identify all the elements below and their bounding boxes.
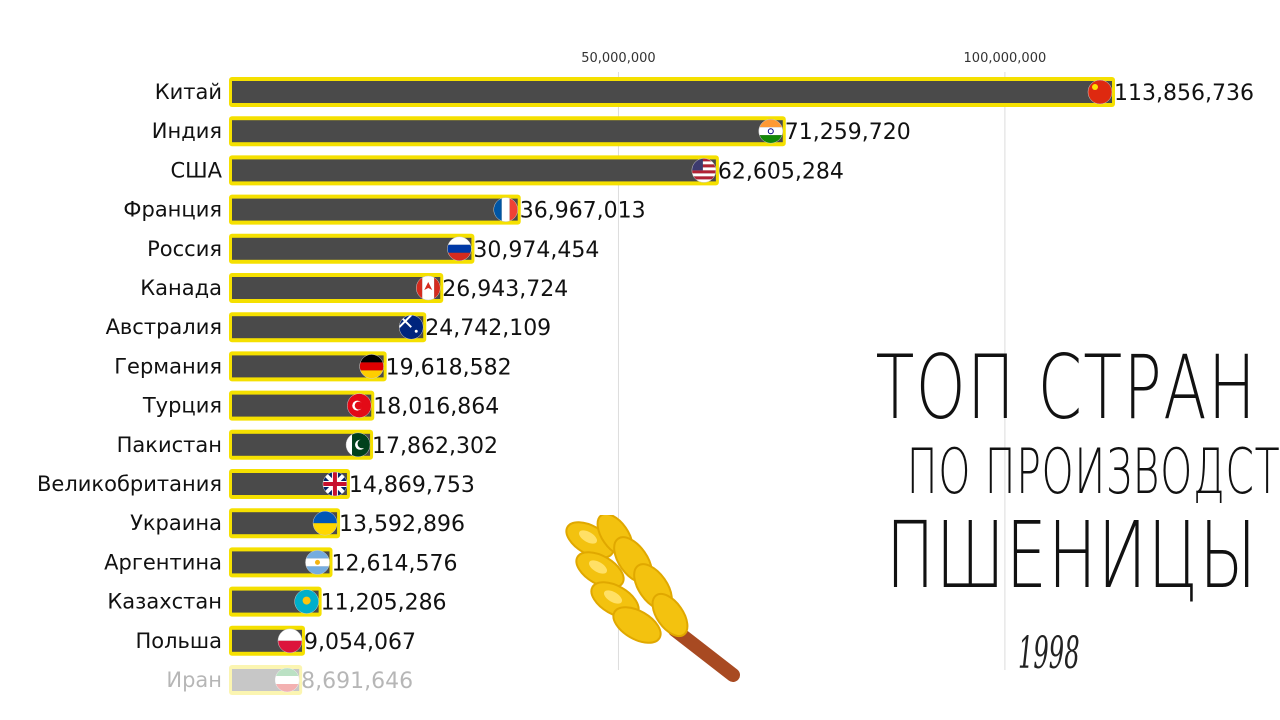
bar: [232, 433, 371, 456]
bar: [232, 120, 783, 143]
value-label: 9,054,067: [304, 630, 416, 655]
bar-row: Пакистан 17,862,302: [117, 429, 498, 460]
ukraine-flag-icon: [313, 511, 338, 536]
title-line-1: ТОП СТРАН: [875, 336, 1258, 439]
argentina-flag-icon: [305, 550, 330, 575]
bar: [232, 237, 472, 260]
bar-row: Турция 18,016,864: [142, 390, 499, 421]
bar-row: Франция 36,967,013: [123, 194, 646, 225]
category-label: Казахстан: [107, 590, 222, 614]
bar: [232, 512, 338, 535]
canada-flag-icon: [416, 276, 441, 300]
value-label: 62,605,284: [718, 159, 844, 184]
china-flag-icon: [1088, 80, 1112, 104]
bar-row: Индия 71,259,720: [152, 116, 911, 147]
value-label: 11,205,286: [321, 591, 447, 616]
kazakhstan-flag-icon: [294, 589, 319, 614]
category-label: Индия: [152, 119, 222, 143]
value-label: 12,614,576: [331, 551, 457, 576]
turkey-flag-icon: [347, 393, 372, 418]
australia-flag-icon: [399, 315, 424, 340]
bar-row: Австралия 24,742,109: [106, 312, 551, 343]
x-tick-label: 50,000,000: [581, 51, 655, 66]
iran-flag-icon: [275, 668, 300, 692]
title-line-3: ПШЕНИЦЫ: [886, 502, 1258, 609]
value-label: 17,862,302: [372, 434, 498, 459]
category-label: Канада: [140, 276, 222, 300]
value-label: 8,691,646: [301, 669, 413, 694]
value-label: 26,943,724: [442, 277, 568, 302]
bar: [232, 198, 518, 221]
bar: [232, 355, 384, 378]
category-label: Великобритания: [37, 472, 222, 496]
bar-row: Казахстан 11,205,286: [107, 586, 447, 617]
category-label: Иран: [166, 668, 222, 692]
bar: [232, 394, 372, 417]
bar: [232, 669, 300, 691]
value-label: 13,592,896: [339, 512, 465, 537]
uk-flag-icon: [322, 472, 347, 496]
bar-row: Россия 30,974,454: [147, 233, 599, 264]
bar-row: США 62,605,284: [171, 155, 844, 186]
category-label: Турция: [142, 394, 222, 418]
bar-row: Иран 8,691,646: [166, 665, 413, 695]
bar-row: Украина 13,592,896: [130, 508, 465, 539]
value-label: 14,869,753: [349, 473, 475, 498]
france-flag-icon: [493, 197, 518, 222]
value-label: 19,618,582: [386, 355, 512, 380]
value-label: 30,974,454: [473, 238, 599, 263]
india-flag-icon: [758, 119, 783, 144]
russia-flag-icon: [447, 236, 472, 261]
bar-row: Великобритания 14,869,753: [37, 469, 475, 499]
bar: [232, 277, 441, 299]
bar-row: Германия 19,618,582: [114, 351, 512, 382]
category-label: Аргентина: [104, 550, 222, 574]
bar-glow: [229, 665, 303, 695]
bar-row: Аргентина 12,614,576: [104, 547, 457, 578]
category-label: Китай: [155, 80, 222, 104]
bar: [232, 159, 716, 182]
bar-row: Китай 113,856,736: [155, 77, 1254, 107]
category-label: Австралия: [106, 315, 222, 339]
bar: [232, 551, 330, 574]
bar: [232, 473, 347, 495]
value-label: 36,967,013: [520, 199, 646, 224]
category-label: Польша: [135, 629, 222, 653]
category-label: Пакистан: [117, 433, 222, 457]
pakistan-flag-icon: [346, 432, 371, 457]
category-label: Украина: [130, 511, 222, 535]
value-label: 113,856,736: [1114, 81, 1254, 106]
category-label: Франция: [123, 198, 222, 222]
bar-row: Польша 9,054,067: [135, 625, 416, 656]
x-tick-label: 100,000,000: [964, 51, 1047, 66]
bar: [232, 81, 1112, 103]
year-label: 1998: [1018, 628, 1080, 679]
wheat-icon: [565, 515, 740, 682]
poland-flag-icon: [277, 628, 302, 653]
value-label: 24,742,109: [425, 316, 551, 341]
value-label: 71,259,720: [785, 120, 911, 145]
value-label: 18,016,864: [373, 395, 499, 420]
category-label: Россия: [147, 237, 222, 261]
title-line-2: ПО ПРОИЗВОДСТВУ: [906, 435, 1280, 508]
usa-flag-icon: [691, 158, 716, 183]
bar-row: Канада 26,943,724: [140, 273, 568, 303]
chart-title: ТОП СТРАН ПО ПРОИЗВОДСТВУ ПШЕНИЦЫ: [730, 336, 1280, 609]
category-label: Германия: [114, 354, 222, 378]
bar: [232, 316, 424, 339]
category-label: США: [171, 158, 223, 182]
germany-flag-icon: [359, 354, 384, 379]
